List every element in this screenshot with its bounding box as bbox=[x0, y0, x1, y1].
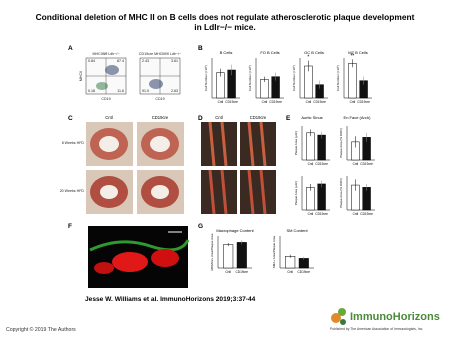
flow-xlabel: CD19 bbox=[155, 97, 164, 101]
category-label: CD19cre bbox=[236, 270, 249, 274]
category-label: Cntl bbox=[225, 270, 231, 274]
category-label: CD19cre bbox=[298, 270, 311, 274]
quadrant-value: 87.4 bbox=[117, 59, 124, 63]
panel-letter: D bbox=[198, 115, 203, 122]
category-label: CD19cre bbox=[315, 212, 328, 216]
title: in Ldlr−/− mice. bbox=[194, 22, 255, 32]
y-label: Cell Number (×10⁵) bbox=[204, 65, 208, 91]
category-label: Cntl bbox=[308, 162, 314, 166]
y-label: Plaque Area (% ORO) bbox=[339, 178, 343, 208]
bar bbox=[348, 63, 357, 99]
chart-title: Macrophage Content bbox=[216, 228, 254, 233]
citation: Jesse W. Williams et al. ImmunoHorizons … bbox=[85, 296, 256, 303]
row-label: 8 Weeks HFD bbox=[62, 141, 85, 145]
bar bbox=[317, 183, 326, 211]
category-label: CD19cre bbox=[225, 100, 238, 104]
bar bbox=[223, 244, 234, 269]
category-label: CD19cre bbox=[357, 100, 370, 104]
chart-title: MZ B Cells bbox=[348, 50, 368, 55]
quadrant-value: 2.63 bbox=[171, 89, 178, 93]
chart-title: GC B Cells bbox=[304, 50, 324, 55]
category-label: CD19cre bbox=[269, 100, 282, 104]
quadrant-value: 0.84 bbox=[88, 59, 95, 63]
chart-title: SM Content bbox=[286, 228, 308, 233]
category-label: Cntl bbox=[353, 162, 359, 166]
category-label: CD19cre bbox=[360, 162, 373, 166]
column-label: CD19cre bbox=[250, 115, 267, 120]
y-label: Plaque Area (µm²) bbox=[294, 181, 298, 205]
logo-name: ImmunoHorizons bbox=[350, 311, 440, 323]
panel-letter: E bbox=[286, 115, 291, 122]
column-label: Cntl bbox=[105, 115, 113, 120]
flow-label: MHCIIfl/fl Ldlr−/− bbox=[93, 52, 120, 56]
y-label: Cell Number (×10⁵) bbox=[336, 65, 340, 91]
significance: * bbox=[307, 55, 309, 61]
category-label: Cntl bbox=[262, 100, 268, 104]
category-label: Cntl bbox=[306, 100, 312, 104]
category-label: Cntl bbox=[350, 100, 356, 104]
chart-title: B Cells bbox=[220, 50, 233, 55]
column-title: Aortic Sinus bbox=[301, 115, 322, 120]
y-label: MOMA2+ Area/Plaque Area bbox=[210, 233, 214, 270]
category-label: CD19cre bbox=[360, 212, 373, 216]
row-label: 20 Weeks HFD bbox=[60, 189, 85, 193]
quadrant-value: 11.6 bbox=[117, 89, 124, 93]
category-label: Cntl bbox=[308, 212, 314, 216]
column-label: CD19cre bbox=[152, 115, 169, 120]
category-label: Cntl bbox=[353, 212, 359, 216]
bar bbox=[260, 79, 269, 99]
quadrant-value: 3.61 bbox=[171, 59, 178, 63]
y-label: Plaque Area (µm²) bbox=[294, 131, 298, 155]
column-label: Cntl bbox=[215, 115, 223, 120]
bar bbox=[317, 134, 326, 161]
category-label: Cntl bbox=[218, 100, 224, 104]
flow-label: CD19cre MHCIIfl/fl Ldlr−/− bbox=[139, 52, 181, 56]
category-label: Cntl bbox=[287, 270, 293, 274]
significance: ** bbox=[350, 53, 354, 59]
bar bbox=[285, 256, 296, 269]
bar bbox=[306, 132, 315, 161]
panel-letter: C bbox=[68, 115, 73, 122]
y-label: Cell Number (×10⁵) bbox=[292, 65, 296, 91]
chart-title: FO B Cells bbox=[260, 50, 279, 55]
panel-letter: A bbox=[68, 45, 73, 52]
panel-letter: B bbox=[198, 45, 203, 52]
flow-ylabel: MHCII bbox=[79, 71, 83, 81]
logo-tagline: Published by The American Association of… bbox=[330, 327, 423, 331]
panel-letter: F bbox=[68, 223, 72, 230]
quadrant-value: 2.43 bbox=[142, 59, 149, 63]
quadrant-value: 0.18 bbox=[88, 89, 95, 93]
category-label: CD19cre bbox=[315, 162, 328, 166]
bar bbox=[236, 242, 247, 269]
category-label: CD19cre bbox=[313, 100, 326, 104]
flow-xlabel: CD19 bbox=[101, 97, 110, 101]
copyright: Copyright © 2019 The Authors bbox=[6, 326, 76, 333]
figure-images bbox=[85, 57, 346, 325]
column-title: En Face (Arch) bbox=[344, 115, 372, 120]
y-label: SMA+ Area/Plaque Area bbox=[272, 235, 276, 268]
title: Conditional deletion of MHC II on B cell… bbox=[36, 12, 415, 22]
quadrant-value: 91.0 bbox=[142, 89, 149, 93]
y-label: Cell Number (×10⁵) bbox=[248, 65, 252, 91]
panel-letter: G bbox=[198, 223, 203, 230]
y-label: Plaque Area (% ORO) bbox=[339, 128, 343, 158]
